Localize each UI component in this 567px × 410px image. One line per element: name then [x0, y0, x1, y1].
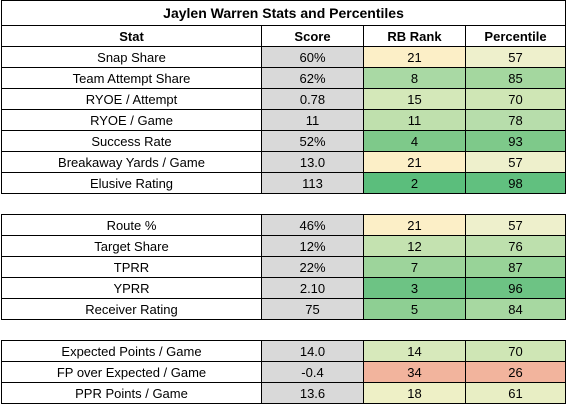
percentile-cell: 61	[464, 382, 567, 404]
score-cell: 52%	[261, 130, 364, 152]
score-cell: -0.4	[261, 361, 364, 383]
spacer-cell	[2, 320, 566, 341]
table-row: PPR Points / Game 13.6 18 61	[1, 382, 567, 404]
table-row: Target Share 12% 12 76	[1, 235, 567, 257]
percentile-cell: 76	[464, 235, 567, 257]
header-percentile: Percentile	[464, 25, 567, 47]
header-row: Stat Score RB Rank Percentile	[1, 25, 567, 47]
percentile-cell: 93	[464, 130, 567, 152]
spacer-cell	[2, 194, 566, 215]
header-rank: RB Rank	[363, 25, 466, 47]
table-row: YPRR 2.10 3 96	[1, 277, 567, 299]
stat-cell: PPR Points / Game	[1, 382, 262, 404]
score-cell: 14.0	[261, 340, 364, 362]
table-row: Team Attempt Share 62% 8 85	[1, 67, 567, 89]
rank-cell: 3	[363, 277, 466, 299]
score-cell: 13.6	[261, 382, 364, 404]
score-cell: 75	[261, 298, 364, 320]
rank-cell: 15	[363, 88, 466, 110]
percentile-cell: 57	[464, 46, 567, 68]
score-cell: 0.78	[261, 88, 364, 110]
score-cell: 22%	[261, 256, 364, 278]
table-row: Snap Share 60% 21 57	[1, 46, 567, 68]
spacer-row	[2, 194, 566, 215]
percentile-cell: 78	[464, 109, 567, 131]
stat-cell: Target Share	[1, 235, 262, 257]
table-row: Success Rate 52% 4 93	[1, 130, 567, 152]
stat-cell: Success Rate	[1, 130, 262, 152]
percentile-cell: 87	[464, 256, 567, 278]
percentile-cell: 85	[464, 67, 567, 89]
rank-cell: 18	[363, 382, 466, 404]
percentile-cell: 84	[464, 298, 567, 320]
percentile-cell: 70	[464, 340, 567, 362]
rank-cell: 8	[363, 67, 466, 89]
spacer-row	[2, 320, 566, 341]
score-cell: 113	[261, 172, 364, 194]
stat-cell: RYOE / Attempt	[1, 88, 262, 110]
percentile-cell: 26	[464, 361, 567, 383]
stat-cell: Expected Points / Game	[1, 340, 262, 362]
rank-cell: 34	[363, 361, 466, 383]
table-row: RYOE / Attempt 0.78 15 70	[1, 88, 567, 110]
header-stat: Stat	[1, 25, 262, 47]
rank-cell: 21	[363, 151, 466, 173]
score-cell: 13.0	[261, 151, 364, 173]
percentile-cell: 96	[464, 277, 567, 299]
rank-cell: 2	[363, 172, 466, 194]
table-row: Elusive Rating 113 2 98	[1, 172, 567, 194]
rank-cell: 7	[363, 256, 466, 278]
percentile-cell: 70	[464, 88, 567, 110]
table-row: FP over Expected / Game -0.4 34 26	[1, 361, 567, 383]
score-cell: 2.10	[261, 277, 364, 299]
rank-cell: 5	[363, 298, 466, 320]
table-row: Route % 46% 21 57	[1, 214, 567, 236]
stat-cell: Route %	[1, 214, 262, 236]
score-cell: 60%	[261, 46, 364, 68]
rank-cell: 12	[363, 235, 466, 257]
rank-cell: 21	[363, 46, 466, 68]
table-row: Receiver Rating 75 5 84	[1, 298, 567, 320]
rank-cell: 11	[363, 109, 466, 131]
stat-cell: Elusive Rating	[1, 172, 262, 194]
score-cell: 11	[261, 109, 364, 131]
stat-cell: Snap Share	[1, 46, 262, 68]
score-cell: 12%	[261, 235, 364, 257]
table-row: TPRR 22% 7 87	[1, 256, 567, 278]
rank-cell: 21	[363, 214, 466, 236]
header-score: Score	[261, 25, 364, 47]
title-row: Jaylen Warren Stats and Percentiles	[0, 0, 567, 26]
stat-cell: TPRR	[1, 256, 262, 278]
percentile-cell: 57	[464, 214, 567, 236]
stat-cell: FP over Expected / Game	[1, 361, 262, 383]
score-cell: 46%	[261, 214, 364, 236]
percentile-cell: 57	[464, 151, 567, 173]
rank-cell: 14	[363, 340, 466, 362]
table-row: Expected Points / Game 14.0 14 70	[1, 340, 567, 362]
stat-cell: Receiver Rating	[1, 298, 262, 320]
percentile-cell: 98	[464, 172, 567, 194]
stat-cell: Team Attempt Share	[1, 67, 262, 89]
score-cell: 62%	[261, 67, 364, 89]
rank-cell: 4	[363, 130, 466, 152]
stat-cell: YPRR	[1, 277, 262, 299]
table-row: Breakaway Yards / Game 13.0 21 57	[1, 151, 567, 173]
table-row: RYOE / Game 11 11 78	[1, 109, 567, 131]
stat-cell: RYOE / Game	[1, 109, 262, 131]
table-title: Jaylen Warren Stats and Percentiles	[0, 0, 567, 26]
stat-cell: Breakaway Yards / Game	[1, 151, 262, 173]
